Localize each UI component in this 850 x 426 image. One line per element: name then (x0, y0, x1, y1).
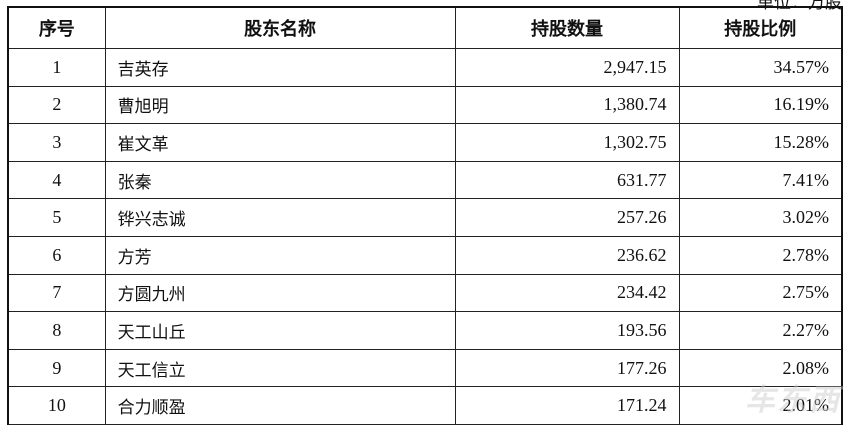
header-col-name: 股东名称 (104, 6, 456, 49)
table-row: 1 吉英存 2,947.15 34.57% (7, 48, 843, 87)
shareholder-table: 序号 股东名称 持股数量 持股比例 1 吉英存 2,947.15 34.57% 2 曹旭明 1,3… (7, 6, 843, 425)
cell-ratio: 16.19% (678, 85, 843, 125)
cell-ratio: 34.57% (678, 48, 843, 87)
cell-index: 6 (7, 235, 106, 275)
cell-name: 天工信立 (104, 348, 456, 388)
cell-name: 合力顺盈 (104, 386, 456, 425)
cell-index: 10 (7, 386, 106, 425)
cell-shares: 234.42 (454, 273, 680, 313)
cell-name: 天工山丘 (104, 311, 456, 350)
cell-index: 9 (7, 348, 106, 388)
table-row: 4 张秦 631.77 7.41% (7, 160, 843, 200)
table-row: 8 天工山丘 193.56 2.27% (7, 311, 843, 350)
table-row: 9 天工信立 177.26 2.08% (7, 348, 843, 388)
cell-ratio: 2.78% (678, 235, 843, 275)
cell-index: 3 (7, 123, 106, 162)
header-col-shares: 持股数量 (454, 6, 680, 49)
header-col-index: 序号 (7, 6, 106, 49)
table-row: 2 曹旭明 1,380.74 16.19% (7, 85, 843, 125)
cell-shares: 1,302.75 (454, 123, 680, 162)
cell-name: 曹旭明 (104, 85, 456, 125)
cell-ratio: 2.08% (678, 348, 843, 388)
cell-index: 4 (7, 160, 106, 200)
cell-ratio: 2.75% (678, 273, 843, 313)
cell-index: 8 (7, 311, 106, 350)
cell-index: 1 (7, 48, 106, 87)
table-row: 10 合力顺盈 171.24 2.01% (7, 386, 843, 425)
table-row: 7 方圆九州 234.42 2.75% (7, 273, 843, 313)
cell-shares: 236.62 (454, 235, 680, 275)
cell-name: 崔文革 (104, 123, 456, 162)
cell-index: 7 (7, 273, 106, 313)
cell-ratio: 15.28% (678, 123, 843, 162)
cell-shares: 257.26 (454, 198, 680, 237)
cell-shares: 2,947.15 (454, 48, 680, 87)
cell-shares: 171.24 (454, 386, 680, 425)
cell-name: 铧兴志诚 (104, 198, 456, 237)
table-row: 3 崔文革 1,302.75 15.28% (7, 123, 843, 162)
table-row: 5 铧兴志诚 257.26 3.02% (7, 198, 843, 237)
cell-index: 5 (7, 198, 106, 237)
cell-name: 吉英存 (104, 48, 456, 87)
cell-shares: 177.26 (454, 348, 680, 388)
cell-ratio: 2.01% (678, 386, 843, 425)
cell-ratio: 2.27% (678, 311, 843, 350)
watermark-logo: 车东西 (745, 383, 841, 418)
cell-ratio: 7.41% (678, 160, 843, 200)
header-col-ratio: 持股比例 (678, 6, 843, 49)
cell-shares: 631.77 (454, 160, 680, 200)
cell-name: 方圆九州 (104, 273, 456, 313)
table-row: 6 方芳 236.62 2.78% (7, 235, 843, 275)
cell-shares: 1,380.74 (454, 85, 680, 125)
cell-shares: 193.56 (454, 311, 680, 350)
cell-ratio: 3.02% (678, 198, 843, 237)
header-row: 序号 股东名称 持股数量 持股比例 (7, 6, 843, 49)
cell-name: 方芳 (104, 235, 456, 275)
cell-index: 2 (7, 85, 106, 125)
cell-name: 张秦 (104, 160, 456, 200)
